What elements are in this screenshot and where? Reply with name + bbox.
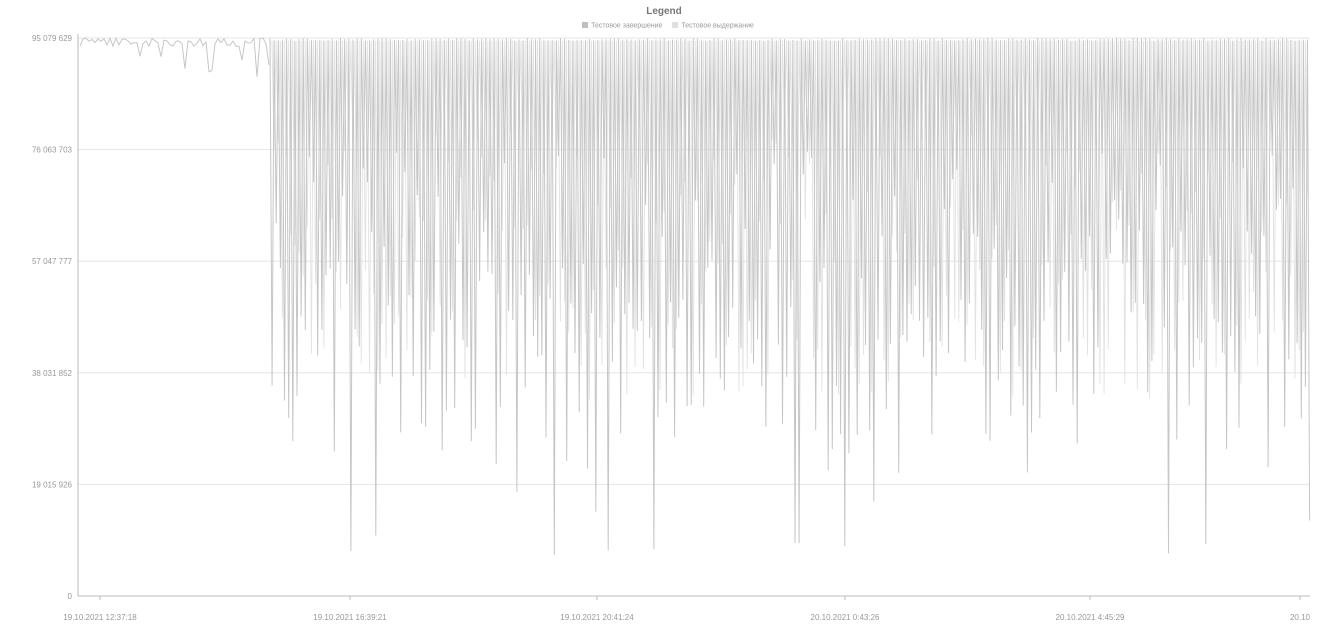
x-tick-label: 20.10.2021 4:45:29 [1056,613,1126,622]
legend-swatch-series-2 [672,22,679,28]
y-tick-label: 38 031 852 [32,369,73,378]
legend-title: Legend [646,6,682,17]
x-tick-label: 20.10 [1290,613,1311,622]
legend-label-series-2: Тестовое выдержание [681,22,754,30]
y-tick-label: 19 015 926 [32,480,73,489]
legend-swatch-series-1 [582,22,589,28]
x-tick-label: 19.10.2021 12:37:18 [63,613,137,622]
y-tick-label: 76 063 703 [32,146,73,155]
series-line-1 [269,37,1311,555]
x-tick-label: 19.10.2021 20:41:24 [560,613,634,622]
y-tick-label: 57 047 777 [32,257,73,266]
series-line-1-early [79,37,270,77]
x-tick-label: 20.10.2021 0:43:26 [811,613,881,622]
legend: Тестовое завершение Тестовое выдержание [0,22,1328,29]
x-tick-label: 19.10.2021 16:39:21 [313,613,387,622]
y-tick-label: 0 [68,592,73,601]
legend-label-series-1: Тестовое завершение [591,22,663,30]
y-tick-label: 95 079 629 [32,34,73,43]
